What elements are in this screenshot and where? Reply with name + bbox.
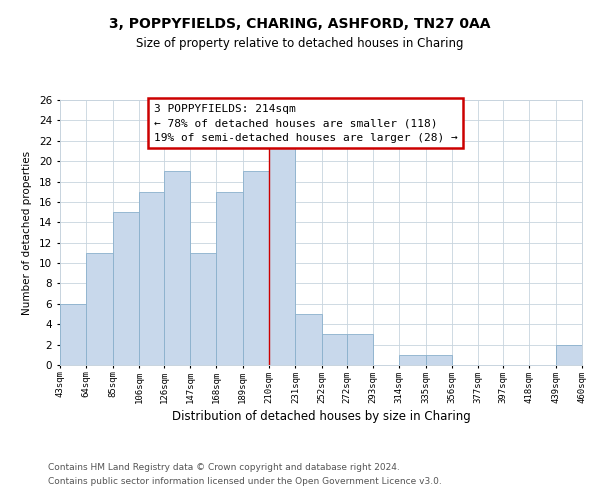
Bar xyxy=(243,172,269,365)
Text: 3, POPPYFIELDS, CHARING, ASHFORD, TN27 0AA: 3, POPPYFIELDS, CHARING, ASHFORD, TN27 0… xyxy=(109,18,491,32)
Bar xyxy=(86,253,113,365)
Bar xyxy=(425,355,452,365)
Bar xyxy=(269,130,295,365)
Bar xyxy=(295,314,322,365)
Bar xyxy=(113,212,139,365)
Bar xyxy=(190,253,217,365)
Text: Contains public sector information licensed under the Open Government Licence v3: Contains public sector information licen… xyxy=(48,477,442,486)
X-axis label: Distribution of detached houses by size in Charing: Distribution of detached houses by size … xyxy=(172,410,470,422)
Bar xyxy=(322,334,347,365)
Y-axis label: Number of detached properties: Number of detached properties xyxy=(22,150,32,314)
Bar xyxy=(556,344,582,365)
Text: 3 POPPYFIELDS: 214sqm
← 78% of detached houses are smaller (118)
19% of semi-det: 3 POPPYFIELDS: 214sqm ← 78% of detached … xyxy=(154,104,458,143)
Bar xyxy=(139,192,164,365)
Bar xyxy=(399,355,425,365)
Bar xyxy=(60,304,86,365)
Bar xyxy=(164,172,190,365)
Bar xyxy=(217,192,243,365)
Bar xyxy=(347,334,373,365)
Text: Contains HM Land Registry data © Crown copyright and database right 2024.: Contains HM Land Registry data © Crown c… xyxy=(48,464,400,472)
Text: Size of property relative to detached houses in Charing: Size of property relative to detached ho… xyxy=(136,38,464,51)
